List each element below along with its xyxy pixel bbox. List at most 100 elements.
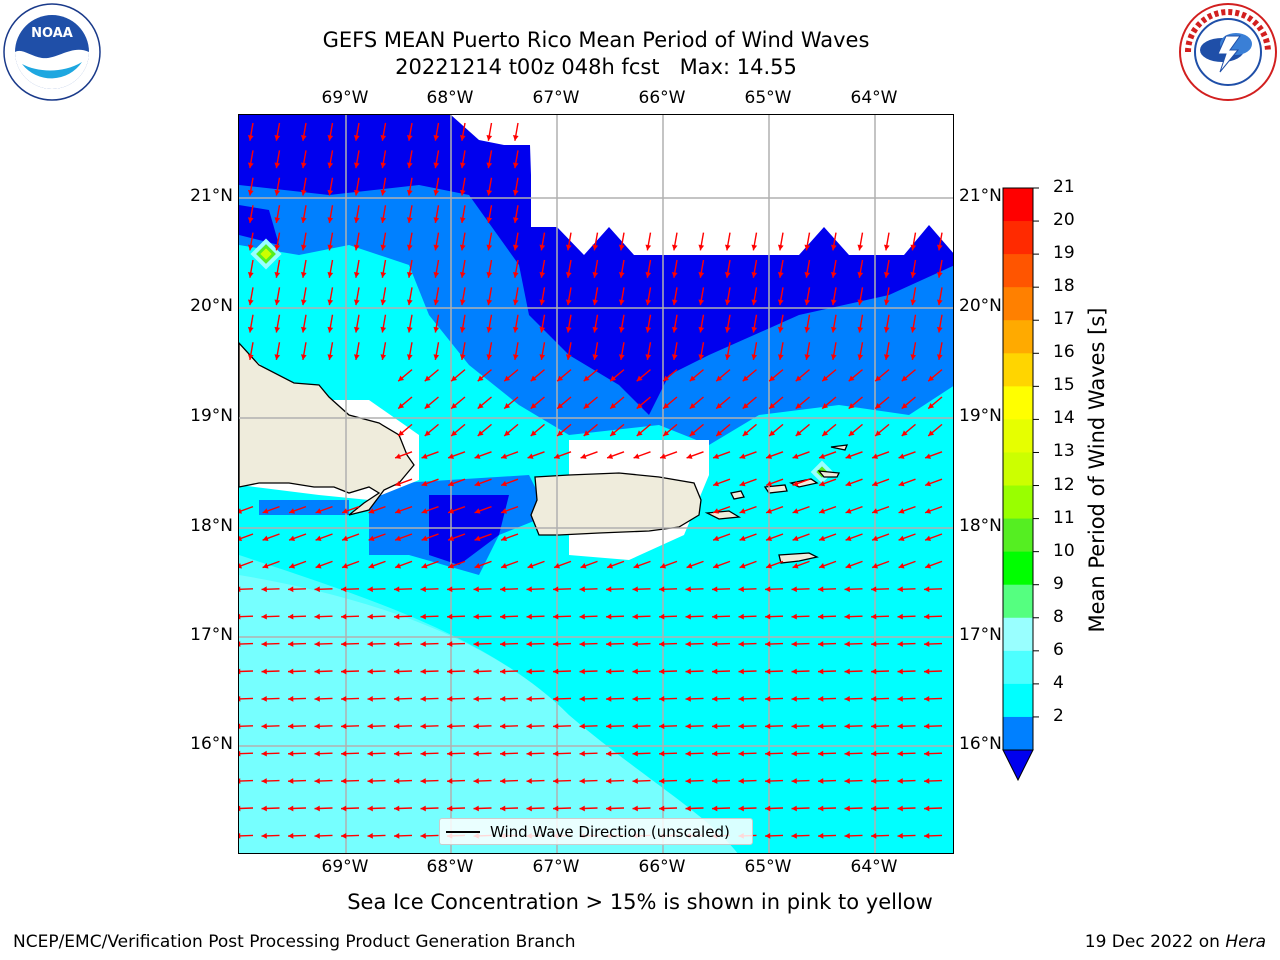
wave-direction-arrowhead	[791, 695, 797, 702]
wind-wave-direction-arrows	[239, 122, 943, 839]
wave-direction-arrowhead	[341, 778, 347, 784]
wave-direction-arrow	[239, 560, 254, 568]
wave-direction-arrowhead	[327, 162, 334, 169]
wave-direction-arrowhead	[592, 244, 599, 251]
wave-direction-arrowhead	[239, 586, 241, 593]
wave-direction-arrowhead	[447, 805, 453, 812]
colorbar-level-label: 6	[1053, 639, 1064, 660]
wave-direction-arrowhead	[327, 189, 334, 196]
wave-direction-arrowhead	[606, 805, 612, 812]
colorbar-segment	[1003, 518, 1033, 553]
wave-direction-arrowhead	[288, 723, 294, 730]
wave-direction-arrow	[239, 807, 254, 810]
wave-direction-arrowhead	[247, 189, 254, 196]
wave-direction-arrowhead	[341, 586, 347, 593]
wave-direction-arrowhead	[818, 832, 824, 839]
colorbar-level-label: 16	[1053, 342, 1075, 363]
wave-direction-arrowhead	[433, 217, 440, 223]
wave-direction-arrowhead	[659, 613, 665, 620]
wave-direction-arrowhead	[288, 641, 294, 647]
wave-direction-arrowhead	[645, 272, 652, 278]
wave-direction-arrowhead	[406, 299, 413, 306]
wave-direction-arrowhead	[910, 326, 917, 333]
wave-direction-arrowhead	[380, 299, 387, 306]
wave-direction-arrowhead	[819, 480, 826, 487]
wave-direction-arrowhead	[527, 453, 534, 459]
wave-direction-arrowhead	[819, 563, 826, 569]
wave-direction-arrowhead	[632, 750, 638, 757]
wave-direction-arrowhead	[844, 586, 850, 593]
wave-direction-arrowhead	[274, 162, 281, 169]
wave-direction-arrowhead	[247, 326, 254, 333]
wave-direction-arrowhead	[645, 354, 652, 360]
wave-direction-arrowhead	[406, 189, 413, 196]
map-panel[interactable]	[238, 114, 954, 854]
wave-direction-arrowhead	[818, 695, 824, 702]
wave-direction-arrowhead	[420, 832, 426, 839]
colorbar-segment	[1003, 617, 1033, 652]
wave-direction-arrowhead	[610, 402, 617, 409]
wave-direction-arrowhead	[751, 272, 758, 278]
colorbar-level-label: 12	[1053, 474, 1075, 495]
wave-direction-arrowhead	[420, 613, 426, 620]
wave-direction-arrowhead	[606, 695, 612, 702]
wave-direction-arrowhead	[769, 430, 776, 436]
wave-direction-arrowhead	[274, 272, 281, 278]
wave-direction-arrowhead	[928, 430, 935, 436]
wave-direction-arrowhead	[539, 299, 546, 306]
wave-direction-arrowhead	[606, 778, 612, 784]
wave-direction-arrowhead	[367, 586, 373, 593]
wave-direction-arrow	[239, 642, 254, 645]
wave-direction-arrowhead	[924, 832, 930, 839]
wave-direction-arrowhead	[685, 805, 691, 812]
wave-direction-arrowhead	[368, 508, 375, 514]
wave-direction-arrowhead	[247, 244, 254, 251]
wave-direction-arrowhead	[636, 430, 643, 436]
wave-direction-arrowhead	[262, 535, 269, 542]
wave-direction-arrowhead	[751, 326, 758, 333]
wave-direction-arrowhead	[583, 430, 590, 436]
wave-direction-arrowhead	[606, 750, 612, 757]
wave-direction-arrowhead	[500, 723, 506, 730]
wave-direction-arrowhead	[871, 668, 877, 675]
noaa-logo: NOAA	[3, 3, 101, 101]
wave-direction-arrowhead	[398, 402, 405, 409]
wave-direction-arrowhead	[289, 508, 296, 514]
wave-direction-arrowhead	[327, 135, 334, 141]
wave-direction-arrowhead	[857, 272, 864, 278]
colorbar-outline	[1002, 187, 1034, 751]
wave-direction-arrowhead	[766, 453, 773, 459]
wave-direction-arrowhead	[380, 217, 387, 223]
wave-direction-arrowhead	[394, 723, 400, 730]
wave-direction-arrowhead	[698, 326, 705, 333]
wave-direction-arrowhead	[553, 723, 559, 730]
wave-direction-arrowhead	[512, 135, 519, 141]
wave-direction-arrowhead	[539, 272, 546, 278]
wave-direction-arrowhead	[845, 453, 852, 459]
wave-direction-arrowhead	[406, 354, 413, 360]
wave-direction-arrowhead	[526, 668, 532, 675]
wave-direction-arrowhead	[898, 563, 905, 569]
chart-title-line1: GEFS MEAN Puerto Rico Mean Period of Win…	[322, 28, 870, 52]
wave-direction-arrowhead	[261, 641, 267, 647]
wave-direction-arrowhead	[872, 535, 879, 542]
wave-direction-arrowhead	[766, 563, 773, 569]
wave-direction-arrowhead	[724, 272, 731, 278]
wave-direction-arrowhead	[671, 326, 678, 333]
wave-direction-arrowhead	[765, 668, 771, 675]
wave-direction-arrowhead	[848, 375, 855, 382]
wave-direction-arrowhead	[512, 326, 519, 333]
wave-direction-arrowhead	[367, 832, 373, 839]
sea-ice-note: Sea Ice Concentration > 15% is shown in …	[347, 890, 933, 914]
wave-direction-arrowhead	[698, 244, 705, 251]
wave-direction-arrowhead	[500, 586, 506, 593]
wave-direction-arrowhead	[421, 480, 428, 487]
wave-direction-arrowhead	[239, 508, 243, 514]
wave-direction-arrowhead	[686, 453, 693, 459]
wave-direction-arrowhead	[871, 832, 877, 839]
wave-direction-arrowhead	[398, 430, 405, 436]
wave-direction-arrowhead	[897, 778, 903, 784]
lat-label-left: 16°N	[190, 734, 233, 754]
colorbar-level-label: 8	[1053, 606, 1064, 627]
wave-direction-arrowhead	[738, 641, 744, 647]
